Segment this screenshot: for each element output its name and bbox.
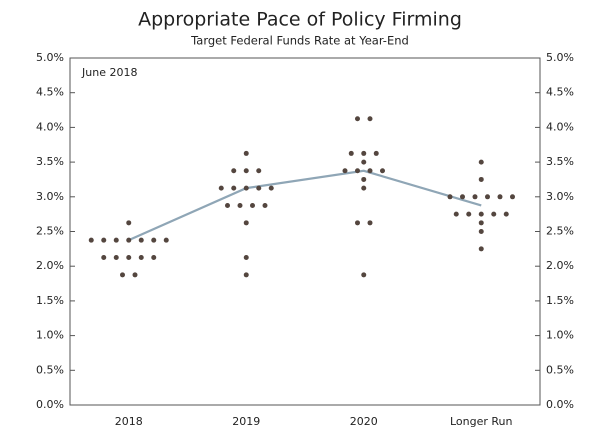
y2-tick-label: 3.0% bbox=[546, 190, 574, 203]
dot bbox=[342, 168, 348, 174]
y-tick-label: 2.5% bbox=[36, 225, 64, 238]
plot-frame bbox=[69, 57, 541, 406]
dot bbox=[367, 116, 373, 122]
y2-tick-label: 4.0% bbox=[546, 120, 574, 133]
dot bbox=[478, 176, 484, 182]
y-tick-label: 3.0% bbox=[36, 190, 64, 203]
dot bbox=[485, 194, 490, 200]
dot bbox=[101, 237, 107, 243]
dot bbox=[101, 255, 107, 261]
dot bbox=[243, 168, 249, 174]
dot bbox=[355, 220, 360, 226]
dot bbox=[472, 194, 478, 200]
dot bbox=[151, 255, 157, 261]
dot bbox=[478, 229, 484, 234]
dot bbox=[361, 272, 367, 278]
dot bbox=[361, 185, 367, 191]
dot bbox=[243, 255, 249, 261]
y-tick-label: 4.5% bbox=[36, 86, 64, 99]
y-tick-label: 1.0% bbox=[36, 329, 64, 342]
dot bbox=[231, 185, 237, 191]
dot bbox=[361, 176, 367, 182]
dot bbox=[225, 202, 230, 208]
dot bbox=[243, 185, 249, 191]
dot bbox=[503, 211, 509, 217]
dot bbox=[497, 194, 503, 200]
y2-tick-label: 2.5% bbox=[546, 225, 574, 238]
dot bbox=[361, 159, 367, 165]
dot bbox=[373, 150, 379, 156]
dot bbox=[466, 211, 472, 217]
dot bbox=[460, 194, 465, 200]
x-tick-label: 2020 bbox=[350, 415, 378, 428]
dot bbox=[355, 116, 360, 122]
dot bbox=[243, 272, 249, 278]
dot bbox=[151, 237, 157, 243]
dot bbox=[256, 185, 262, 191]
dot bbox=[113, 255, 119, 261]
dot bbox=[478, 220, 484, 226]
dot bbox=[256, 168, 262, 174]
dot bbox=[237, 202, 243, 208]
dot bbox=[478, 211, 484, 217]
dot bbox=[231, 168, 237, 174]
dot bbox=[126, 220, 132, 226]
y2-tick-label: 0.5% bbox=[546, 363, 574, 376]
dot bbox=[163, 237, 169, 243]
dot bbox=[88, 237, 94, 243]
y-tick-label: 0.0% bbox=[36, 398, 64, 411]
dot bbox=[243, 150, 249, 156]
dot bbox=[348, 150, 354, 156]
dot bbox=[218, 185, 224, 191]
dot bbox=[120, 272, 125, 278]
y2-tick-label: 3.5% bbox=[546, 155, 574, 168]
dot bbox=[478, 246, 484, 252]
dot bbox=[478, 159, 484, 165]
dot bbox=[355, 168, 360, 174]
y2-tick-label: 5.0% bbox=[546, 51, 574, 64]
y2-tick-label: 0.0% bbox=[546, 398, 574, 411]
x-tick-label: 2018 bbox=[115, 415, 143, 428]
dot bbox=[367, 168, 373, 174]
dot bbox=[126, 237, 132, 243]
x-tick-label: 2019 bbox=[232, 415, 260, 428]
annotation: June 2018 bbox=[81, 66, 137, 79]
dot bbox=[491, 211, 497, 217]
dot bbox=[380, 168, 385, 174]
chart-title: Appropriate Pace of Policy Firming bbox=[138, 9, 462, 31]
dot bbox=[138, 237, 144, 243]
x-tick-label: Longer Run bbox=[450, 415, 513, 428]
y2-tick-label: 4.5% bbox=[546, 86, 574, 99]
dot bbox=[113, 237, 119, 243]
dot bbox=[126, 255, 132, 261]
y2-tick-label: 1.0% bbox=[546, 329, 574, 342]
y-tick-label: 2.0% bbox=[36, 259, 64, 272]
dot bbox=[138, 255, 144, 261]
dot bbox=[132, 272, 138, 278]
y2-tick-label: 2.0% bbox=[546, 259, 574, 272]
y-tick-label: 5.0% bbox=[36, 51, 64, 64]
dot bbox=[268, 185, 274, 191]
dot bbox=[250, 202, 255, 208]
y-tick-label: 3.5% bbox=[36, 155, 64, 168]
y2-tick-label: 1.5% bbox=[546, 294, 574, 307]
dot bbox=[367, 220, 373, 226]
median-line bbox=[128, 169, 482, 242]
dot bbox=[243, 220, 249, 226]
dot bbox=[262, 202, 268, 208]
dot bbox=[361, 150, 367, 156]
dot bbox=[447, 194, 453, 200]
y-tick-label: 4.0% bbox=[36, 120, 64, 133]
chart-subtitle: Target Federal Funds Rate at Year-End bbox=[190, 34, 409, 48]
dot bbox=[453, 211, 459, 217]
y-tick-label: 0.5% bbox=[36, 363, 64, 376]
dot bbox=[510, 194, 515, 200]
y-tick-label: 1.5% bbox=[36, 294, 64, 307]
